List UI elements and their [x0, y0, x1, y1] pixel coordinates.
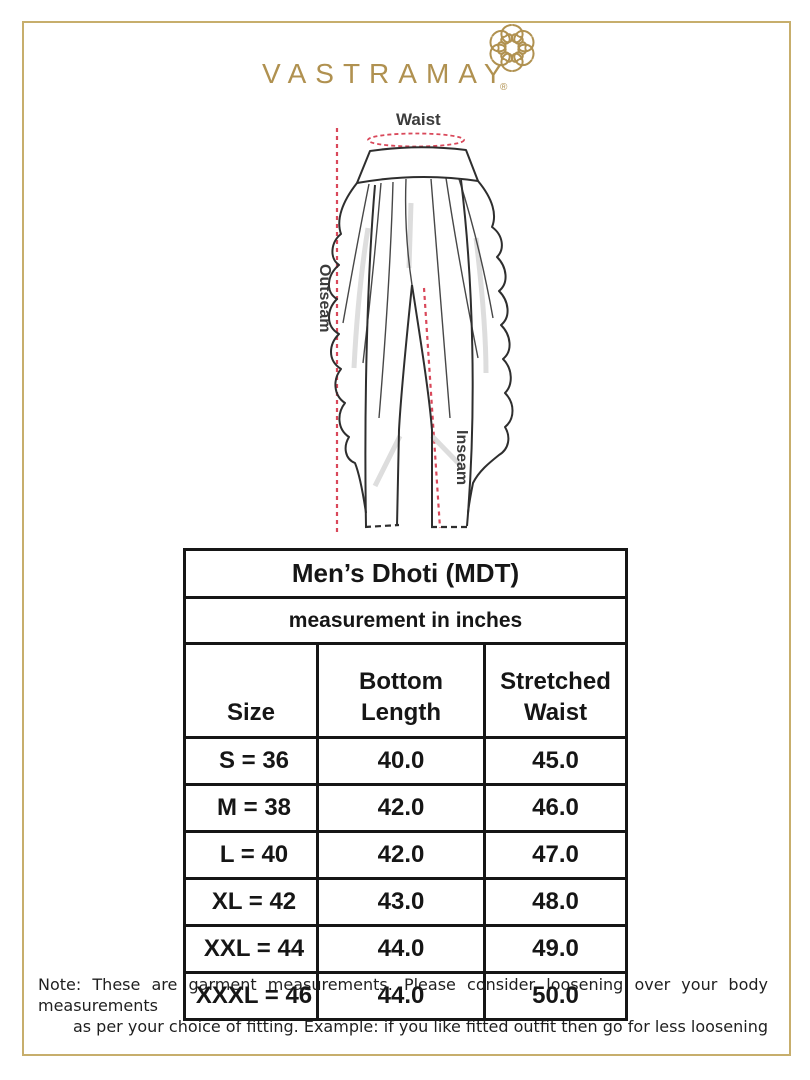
- stretched-waist-cell: 47.0: [482, 830, 629, 880]
- left-hem: [364, 523, 400, 529]
- dhoti-sketch: [328, 128, 514, 533]
- size-cell: XXXL = 46: [183, 971, 319, 1021]
- stretched-waist-cell: 48.0: [482, 877, 629, 927]
- table-row: M = 38 42.0 46.0: [183, 783, 629, 833]
- left-drape: [328, 182, 367, 514]
- stretched-waist-cell: 49.0: [482, 924, 629, 974]
- stretched-waist-cell: 45.0: [482, 736, 629, 786]
- table-row: XXL = 44 44.0 49.0: [183, 924, 629, 974]
- bottom-length-cell: 42.0: [316, 830, 486, 880]
- table-row: XXXL = 46 44.0 50.0: [183, 971, 629, 1021]
- bottom-length-cell: 40.0: [316, 736, 486, 786]
- brand-name: VASTRAMAY: [262, 58, 512, 89]
- bottom-length-cell: 44.0: [316, 971, 486, 1021]
- table-row: S = 36 40.0 45.0: [183, 736, 629, 786]
- stretched-waist-cell: 50.0: [482, 971, 629, 1021]
- inseam-measure-line: [422, 287, 442, 529]
- note-line-2: as per your choice of fitting. Example: …: [72, 1017, 768, 1036]
- waist-measure-ellipse: [367, 132, 465, 148]
- table-row: L = 40 42.0 47.0: [183, 830, 629, 880]
- table-row: XL = 42 43.0 48.0: [183, 877, 629, 927]
- table-header-row: Size Bottom Length Stretched Waist: [183, 642, 629, 739]
- bottom-length-cell: 43.0: [316, 877, 486, 927]
- size-chart-table: Men’s Dhoti (MDT) measurement in inches …: [182, 548, 629, 1021]
- column-header-size: Size: [183, 642, 319, 739]
- note-line-1: Note: These are garment measurements. Pl…: [38, 975, 768, 1015]
- size-cell: XL = 42: [183, 877, 319, 927]
- size-cell: M = 38: [183, 783, 319, 833]
- size-cell: S = 36: [183, 736, 319, 786]
- waist-label: Waist: [396, 110, 441, 129]
- column-header-stretched-waist: Stretched Waist: [482, 642, 629, 739]
- gold-border-frame: [22, 21, 791, 1056]
- table-title: Men’s Dhoti (MDT): [182, 548, 629, 599]
- bottom-length-cell: 44.0: [316, 924, 486, 974]
- outseam-label: Outseam: [316, 264, 333, 333]
- column-header-bottom-length: Bottom Length: [316, 642, 486, 739]
- table-subtitle: measurement in inches: [182, 596, 629, 645]
- note: Note: These are garment measurements. Pl…: [38, 974, 768, 1037]
- size-cell: L = 40: [183, 830, 319, 880]
- brand-ornament-rosette-icon: [486, 24, 538, 72]
- inseam-label: Inseam: [453, 430, 470, 486]
- registered-trademark: ®: [500, 82, 508, 93]
- right-drape: [467, 180, 514, 514]
- size-cell: XXL = 44: [183, 924, 319, 974]
- waistband: [356, 146, 479, 184]
- bottom-length-cell: 42.0: [316, 783, 486, 833]
- stretched-waist-cell: 46.0: [482, 783, 629, 833]
